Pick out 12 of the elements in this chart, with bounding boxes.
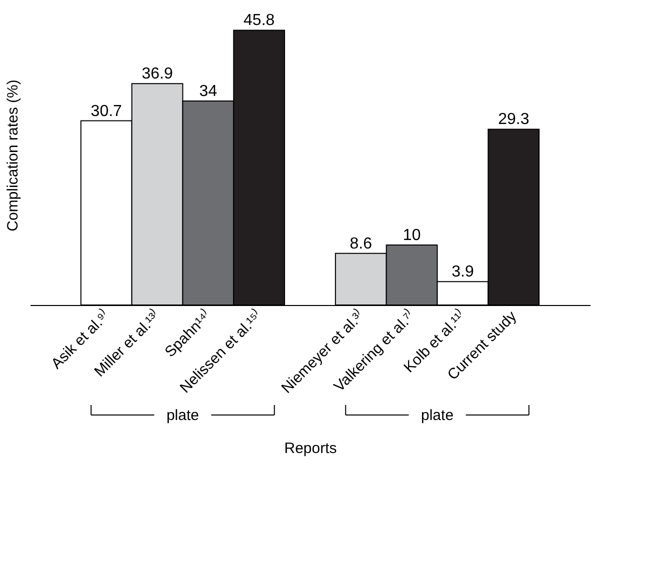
data-label: 36.9 <box>142 66 173 83</box>
data-label: 3.9 <box>452 264 474 281</box>
text: plate <box>166 407 199 424</box>
data-label: 34 <box>199 83 218 100</box>
x-axis-title: Reports <box>284 440 337 458</box>
data-label: 29.3 <box>498 111 530 128</box>
data-label: 8.6 <box>350 235 372 252</box>
y-axis-title: Complication rates (%) <box>4 80 22 232</box>
data-label: 10 <box>402 227 421 244</box>
data-label: 30.7 <box>90 102 122 120</box>
data-label: 45.8 <box>244 12 275 30</box>
text: plate <box>421 407 454 424</box>
